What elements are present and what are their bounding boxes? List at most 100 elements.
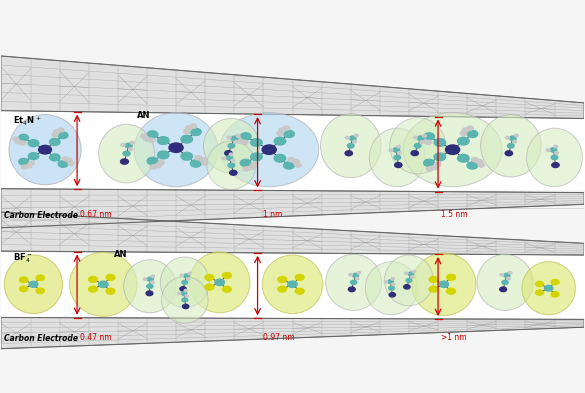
Ellipse shape bbox=[134, 113, 218, 187]
Circle shape bbox=[140, 134, 147, 138]
Circle shape bbox=[225, 151, 232, 156]
Circle shape bbox=[182, 281, 188, 284]
Circle shape bbox=[222, 286, 231, 292]
Circle shape bbox=[169, 143, 183, 152]
Ellipse shape bbox=[477, 254, 533, 310]
Circle shape bbox=[230, 170, 237, 175]
Circle shape bbox=[181, 292, 187, 295]
Circle shape bbox=[227, 136, 231, 139]
Ellipse shape bbox=[9, 114, 81, 185]
Circle shape bbox=[157, 137, 169, 144]
Circle shape bbox=[406, 279, 412, 282]
Ellipse shape bbox=[390, 118, 446, 174]
Circle shape bbox=[274, 137, 285, 145]
Circle shape bbox=[384, 281, 388, 283]
Circle shape bbox=[50, 154, 60, 161]
Circle shape bbox=[147, 131, 158, 138]
Circle shape bbox=[404, 285, 410, 289]
Circle shape bbox=[130, 141, 135, 144]
Circle shape bbox=[222, 157, 226, 160]
Circle shape bbox=[106, 274, 115, 280]
Circle shape bbox=[236, 134, 240, 137]
Circle shape bbox=[229, 153, 233, 156]
Circle shape bbox=[68, 162, 74, 165]
Circle shape bbox=[28, 140, 39, 147]
Circle shape bbox=[420, 139, 426, 143]
Circle shape bbox=[292, 160, 299, 164]
Circle shape bbox=[457, 137, 469, 145]
Circle shape bbox=[447, 288, 456, 294]
Circle shape bbox=[58, 128, 64, 132]
Circle shape bbox=[228, 143, 235, 148]
Circle shape bbox=[58, 132, 68, 139]
Circle shape bbox=[13, 137, 19, 141]
Circle shape bbox=[555, 152, 559, 154]
Circle shape bbox=[15, 140, 21, 144]
Circle shape bbox=[251, 153, 262, 161]
Circle shape bbox=[284, 162, 294, 169]
Circle shape bbox=[146, 291, 153, 296]
Polygon shape bbox=[1, 56, 584, 118]
Circle shape bbox=[147, 157, 158, 165]
Circle shape bbox=[125, 143, 132, 148]
Circle shape bbox=[347, 143, 354, 148]
Circle shape bbox=[191, 129, 201, 136]
Circle shape bbox=[288, 281, 297, 287]
Circle shape bbox=[476, 160, 483, 164]
Circle shape bbox=[417, 136, 424, 141]
Circle shape bbox=[500, 287, 507, 292]
Ellipse shape bbox=[526, 128, 583, 187]
Text: Carbon Electrode: Carbon Electrode bbox=[4, 334, 78, 343]
Text: 0.97 nm: 0.97 nm bbox=[263, 333, 295, 342]
Ellipse shape bbox=[365, 262, 418, 315]
Circle shape bbox=[205, 284, 214, 290]
Circle shape bbox=[425, 140, 432, 145]
Circle shape bbox=[191, 160, 201, 167]
Circle shape bbox=[551, 155, 558, 160]
Circle shape bbox=[180, 287, 186, 291]
Ellipse shape bbox=[207, 141, 256, 189]
Ellipse shape bbox=[123, 260, 176, 313]
Circle shape bbox=[143, 278, 147, 280]
Circle shape bbox=[248, 165, 254, 170]
Circle shape bbox=[447, 274, 456, 280]
Circle shape bbox=[284, 126, 290, 130]
Circle shape bbox=[36, 288, 44, 294]
Circle shape bbox=[552, 163, 559, 167]
Circle shape bbox=[155, 163, 161, 168]
Circle shape bbox=[151, 275, 154, 277]
Circle shape bbox=[234, 136, 240, 140]
Circle shape bbox=[457, 154, 469, 162]
Circle shape bbox=[147, 277, 153, 281]
Circle shape bbox=[472, 158, 478, 162]
Circle shape bbox=[184, 129, 190, 134]
Ellipse shape bbox=[161, 277, 208, 323]
Polygon shape bbox=[1, 212, 584, 255]
Circle shape bbox=[222, 272, 231, 278]
Circle shape bbox=[467, 126, 473, 130]
Circle shape bbox=[157, 151, 169, 159]
Circle shape bbox=[181, 135, 192, 143]
Circle shape bbox=[240, 159, 251, 167]
Circle shape bbox=[237, 139, 243, 143]
Circle shape bbox=[234, 141, 238, 143]
Circle shape bbox=[546, 149, 550, 151]
Circle shape bbox=[551, 292, 559, 297]
Circle shape bbox=[349, 136, 356, 141]
Circle shape bbox=[512, 140, 517, 143]
Circle shape bbox=[412, 270, 416, 273]
Circle shape bbox=[231, 136, 238, 141]
Circle shape bbox=[19, 286, 28, 292]
Circle shape bbox=[121, 143, 125, 146]
Circle shape bbox=[295, 288, 304, 294]
Circle shape bbox=[278, 286, 287, 292]
Circle shape bbox=[195, 156, 201, 160]
Text: >1 nm: >1 nm bbox=[441, 333, 467, 342]
Circle shape bbox=[357, 272, 360, 274]
Circle shape bbox=[439, 281, 449, 287]
Circle shape bbox=[226, 156, 233, 160]
Circle shape bbox=[184, 289, 188, 292]
Circle shape bbox=[98, 281, 108, 287]
Circle shape bbox=[88, 286, 97, 292]
Circle shape bbox=[188, 272, 191, 275]
